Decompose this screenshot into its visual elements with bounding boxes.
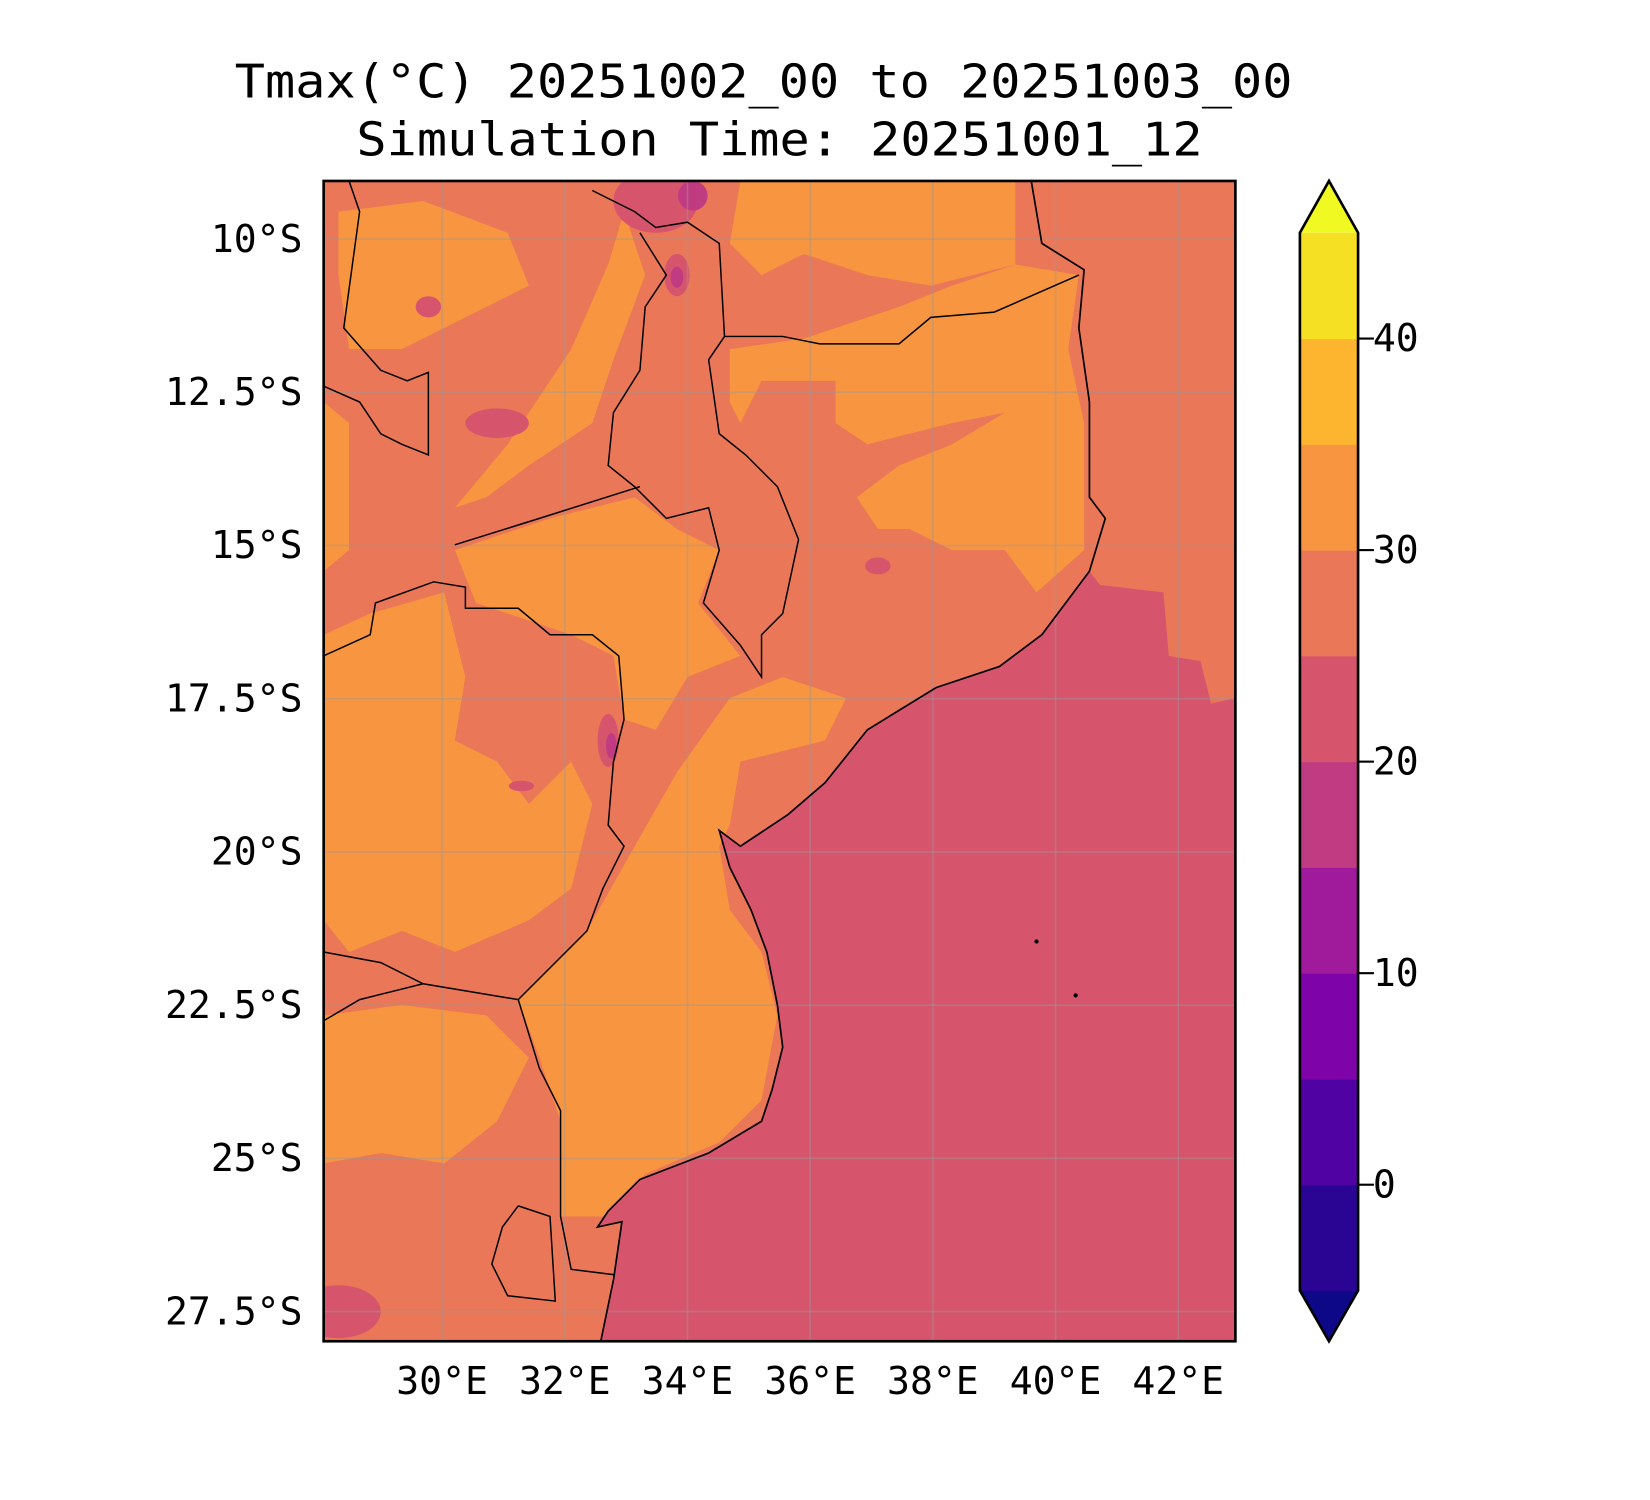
field-20-25 — [323, 1285, 381, 1339]
island — [1034, 939, 1039, 944]
country-border — [323, 983, 424, 1022]
y-tick-label: 12.5°S — [165, 370, 303, 414]
field-30-35 — [729, 264, 1085, 593]
field-30-35 — [338, 201, 529, 350]
field-15-20 — [670, 266, 684, 288]
y-tick-label: 27.5°S — [165, 1289, 303, 1333]
field-30-35 — [323, 402, 350, 572]
colorbar-tick-label: 20 — [1373, 739, 1419, 783]
field-30-35 — [323, 1004, 529, 1164]
field-20-25 — [865, 557, 891, 575]
colorbar-tick-label: 10 — [1373, 951, 1419, 995]
country-border — [491, 1205, 557, 1302]
x-tick-label: 36°E — [764, 1359, 856, 1403]
colorbar-tick-label: 30 — [1373, 528, 1419, 572]
colorbar-segment — [1299, 1184, 1359, 1292]
y-axis: 10°S 12.5°S 15°S 17.5°S 20°S 22.5°S 25°S 27.5°S — [165, 217, 303, 1333]
x-tick-label: 34°E — [642, 1359, 734, 1403]
field-20-25 — [415, 296, 442, 318]
colorbar-segment — [1299, 1078, 1359, 1186]
colorbar-tick-label: 0 — [1373, 1162, 1396, 1206]
field-15-20 — [677, 180, 708, 211]
field-30-35 — [454, 497, 741, 730]
y-tick-label: 25°S — [211, 1136, 303, 1180]
field-30-35 — [454, 211, 646, 508]
colorbar-segment — [1299, 761, 1359, 868]
country-border — [323, 180, 430, 456]
country-border — [323, 581, 625, 1001]
colorbar-segment — [1299, 338, 1359, 445]
field-20-25 — [613, 180, 699, 233]
map-area — [323, 180, 1236, 1342]
field-20-25 — [508, 780, 535, 792]
colorbar-segment — [1299, 655, 1359, 763]
x-tick-label: 40°E — [1010, 1359, 1102, 1403]
country-border — [724, 274, 1080, 345]
colorbar-tick-label: 40 — [1373, 316, 1419, 360]
chart-title: Tmax(°C) 20251002_00 to 20251003_00 — [235, 54, 1293, 108]
x-tick-label: 30°E — [396, 1359, 488, 1403]
y-tick-label: 20°S — [211, 830, 303, 874]
field-15-20 — [606, 733, 617, 759]
y-tick-label: 10°S — [211, 217, 303, 261]
colorbar-segment — [1299, 444, 1359, 551]
field-30-35 — [729, 180, 1016, 286]
country-border — [591, 189, 726, 337]
y-tick-label: 17.5°S — [165, 676, 303, 720]
country-border — [607, 232, 800, 680]
country-border — [454, 485, 641, 546]
map-frame — [322, 179, 1237, 1343]
chart-subtitle: Simulation Time: 20251001_12 — [356, 113, 1202, 167]
colorbar-extend-max — [1299, 180, 1359, 233]
colorbar-segment — [1299, 867, 1359, 974]
field-20-25 — [465, 408, 529, 438]
colorbar-outline — [1298, 178, 1360, 1344]
coastline — [595, 180, 1107, 1342]
colorbar-segment — [1299, 232, 1359, 340]
x-axis: 30°E 32°E 34°E 36°E 38°E 40°E 42°E — [396, 1359, 1224, 1403]
colorbar-segment — [1299, 973, 1359, 1080]
field-30-35 — [518, 677, 847, 1217]
y-tick-label: 15°S — [211, 523, 303, 567]
island — [1073, 993, 1078, 998]
ocean-20-25 — [597, 571, 1236, 1342]
colorbar-extend-min — [1299, 1290, 1359, 1342]
x-tick-label: 42°E — [1132, 1359, 1224, 1403]
field-30-35 — [323, 592, 593, 953]
x-tick-label: 32°E — [519, 1359, 611, 1403]
colorbar: 0 10 20 30 40 — [1298, 178, 1419, 1344]
x-tick-label: 38°E — [887, 1359, 979, 1403]
y-tick-label: 22.5°S — [165, 983, 303, 1027]
country-border — [323, 951, 614, 1276]
colorbar-segment — [1299, 550, 1359, 657]
